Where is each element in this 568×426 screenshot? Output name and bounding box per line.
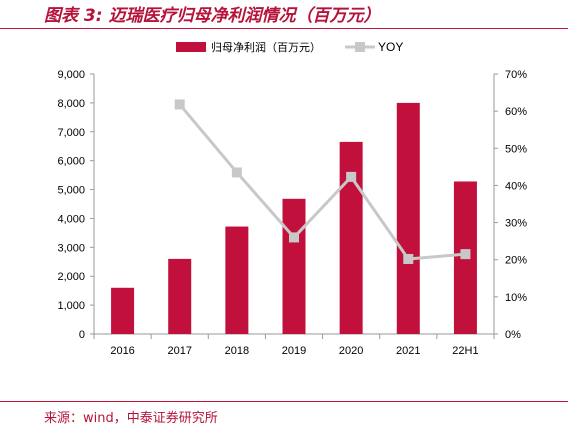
right-tick-label: 50% xyxy=(505,143,527,155)
yoy-line xyxy=(178,103,466,261)
right-tick-label: 30% xyxy=(505,218,527,230)
bar xyxy=(282,198,306,334)
bar xyxy=(111,287,135,334)
legend-line-label: YOY xyxy=(378,40,403,54)
left-tick-label: 1,000 xyxy=(57,300,85,312)
x-tick-label: 2020 xyxy=(339,345,363,357)
right-tick-label: 70% xyxy=(505,69,527,81)
x-axis: 2016 2017 2018 2019 2020 2021 22H1 xyxy=(93,333,495,357)
x-tick-label: 2017 xyxy=(167,345,191,357)
right-tick-label: 60% xyxy=(505,106,527,118)
left-tick-label: 5,000 xyxy=(57,185,85,197)
left-tick-label: 4,000 xyxy=(57,213,85,225)
title-divider xyxy=(0,28,568,29)
right-tick-label: 10% xyxy=(505,292,527,304)
x-tick-label: 2016 xyxy=(110,345,134,357)
yoy-point xyxy=(231,167,242,178)
legend-line-marker xyxy=(355,42,365,52)
x-tick-label: 22H1 xyxy=(452,345,478,357)
right-tick-label: 40% xyxy=(505,180,527,192)
footer-divider xyxy=(0,401,568,402)
yoy-point xyxy=(460,249,471,260)
right-y-axis: 0% 10% 20% 30% 40% 50% 60% 70% xyxy=(493,69,527,341)
right-tick-label: 0% xyxy=(505,329,521,341)
left-tick-label: 3,000 xyxy=(57,242,85,254)
yoy-line-series xyxy=(174,99,471,264)
x-tick-label: 2021 xyxy=(396,345,420,357)
right-tick-label: 20% xyxy=(505,255,527,267)
bar xyxy=(225,226,249,334)
left-tick-label: 7,000 xyxy=(57,127,85,139)
bar-series xyxy=(111,102,477,334)
yoy-point xyxy=(289,232,299,243)
legend: 归母净利润（百万元） YOY xyxy=(176,40,403,54)
left-tick-label: 8,000 xyxy=(57,98,85,110)
yoy-point xyxy=(403,253,414,264)
left-y-axis: 0 1,000 2,000 3,000 4,000 5,000 6,000 7,000 8,00… xyxy=(57,69,95,341)
legend-bar-label: 归母净利润（百万元） xyxy=(211,40,321,54)
x-tick-label: 2018 xyxy=(225,345,249,357)
left-tick-label: 9,000 xyxy=(57,69,85,81)
figure-title: 图表 3: 迈瑞医疗归母净利润情况（百万元） xyxy=(44,6,381,26)
source-note: 来源：wind，中泰证券研究所 xyxy=(44,411,218,426)
bar xyxy=(168,258,192,334)
left-tick-label: 2,000 xyxy=(57,271,85,283)
left-tick-label: 0 xyxy=(79,329,85,341)
yoy-point xyxy=(174,99,185,110)
legend-bar-swatch xyxy=(176,42,206,52)
yoy-point xyxy=(346,171,357,182)
left-tick-label: 6,000 xyxy=(57,156,85,168)
x-tick-label: 2019 xyxy=(282,345,306,357)
bar xyxy=(339,141,363,334)
bar xyxy=(396,102,420,334)
